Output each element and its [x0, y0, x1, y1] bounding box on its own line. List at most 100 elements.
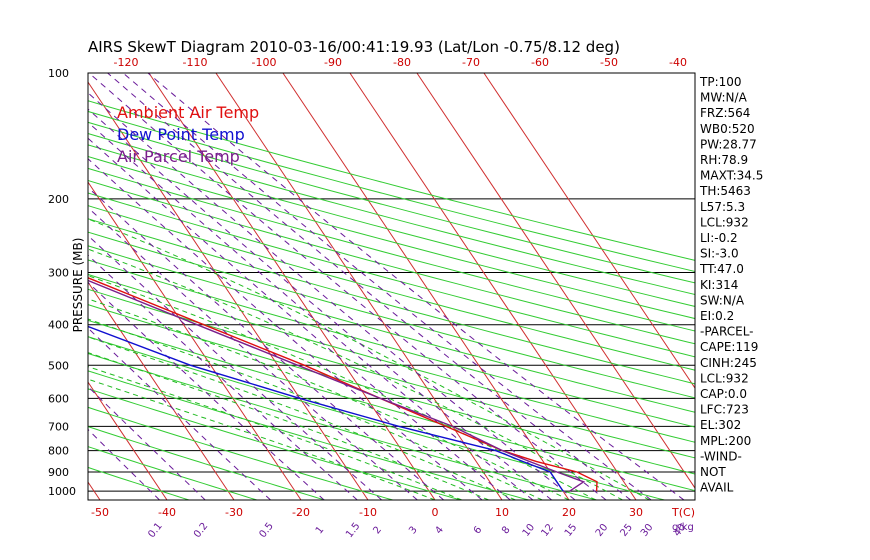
moist-adiabat: [88, 366, 462, 500]
dry-adiabat: [88, 466, 190, 500]
isotherm--20: [88, 181, 302, 500]
pressure-tick-700: 700: [48, 420, 69, 433]
moist-adiabat: [88, 298, 570, 500]
pressure-tick-800: 800: [48, 445, 69, 458]
isotherm-10: [215, 73, 503, 500]
dry-adiabat: [88, 304, 695, 475]
temperature-tick--10: -10: [359, 506, 377, 519]
dry-adiabat: [88, 218, 695, 385]
mixing-ratio-line: [122, 73, 652, 500]
pressure-tick-200: 200: [48, 193, 69, 206]
dry-adiabat: [88, 121, 695, 284]
isotherm-0: [148, 73, 436, 500]
sounding-profiles: [88, 277, 598, 492]
dry-adiabat: [88, 205, 695, 371]
top-temperature-tick--60: -60: [531, 56, 549, 69]
stat-item-1: TP:100: [699, 75, 742, 89]
stat-item-25: -WIND-: [700, 449, 742, 463]
stat-item-8: TH:5463: [699, 184, 751, 198]
pressure-tick-100: 100: [48, 67, 69, 80]
isotherm-50: [483, 73, 695, 389]
mixing-ratio-tick-0.5: 0.5: [257, 521, 275, 540]
chart-title: AIRS SkewT Diagram 2010-03-16/00:41:19.9…: [88, 38, 620, 56]
mixing-ratio-tick-0.1: 0.1: [146, 521, 164, 540]
stat-item-22: LFC:723: [700, 403, 749, 417]
series-ambient-air-temp: [88, 277, 598, 492]
mixing-ratio-line: [88, 206, 418, 500]
stat-item-19: CINH:245: [700, 356, 757, 370]
isotherm--30: [88, 281, 235, 500]
y-axis-title: PRESSURE (MB): [71, 238, 85, 333]
stat-item-24: MPL:200: [700, 434, 751, 448]
mixing-ratio-line: [88, 158, 483, 500]
dry-adiabat: [88, 319, 695, 492]
top-temperature-tick--110: -110: [183, 56, 208, 69]
stat-item-23: EL:302: [700, 418, 741, 432]
stat-item-17: -PARCEL-: [700, 325, 754, 339]
mixing-ratio-tick-0.2: 0.2: [192, 521, 210, 540]
plot-frame: [87, 72, 696, 501]
stat-item-6: RH:78.9: [700, 153, 748, 167]
dry-adiabat: [88, 132, 695, 296]
mixing-ratio-tick-6: 6: [472, 525, 485, 537]
top-temperature-tick--80: -80: [393, 56, 411, 69]
stat-item-11: LI:-0.2: [700, 231, 738, 245]
pressure-tick-300: 300: [48, 267, 69, 280]
stat-item-10: LCL:932: [700, 215, 749, 229]
temperature-tick--40: -40: [158, 506, 176, 519]
mixing-ratio-line: [88, 254, 358, 500]
mixing-ratio-unit: g/kg: [672, 522, 694, 533]
isotherm--40: [88, 381, 168, 500]
temperature-tick-20: 20: [562, 506, 576, 519]
temperature-tick-10: 10: [495, 506, 509, 519]
isotherm-20: [282, 73, 570, 500]
temperature-tick-0: 0: [432, 506, 439, 519]
stat-item-3: FRZ:564: [700, 106, 750, 120]
moist-adiabat: [88, 378, 436, 500]
pressure-tick-600: 600: [48, 392, 69, 405]
mixing-ratio-tick-1.5: 1.5: [344, 521, 362, 540]
stat-item-9: L57:5.3: [700, 200, 745, 214]
stat-item-14: KI:314: [700, 278, 738, 292]
stat-item-27: AVAIL: [700, 481, 734, 495]
dry-adiabat: [88, 192, 695, 358]
mixing-ratio-tick-3: 3: [407, 525, 420, 537]
moist-adiabat: [88, 275, 597, 500]
mixing-ratio-tick-4: 4: [433, 525, 446, 537]
top-temperature-tick--70: -70: [462, 56, 480, 69]
stat-item-5: PW:28.77: [700, 137, 757, 151]
temperature-tick--50: -50: [91, 506, 109, 519]
pressure-tick-1000: 1000: [48, 485, 76, 498]
mixing-ratio-line: [147, 73, 685, 500]
dry-adiabat: [88, 245, 695, 413]
pressure-tick-400: 400: [48, 319, 69, 332]
dry-adiabat: [88, 110, 695, 273]
mixing-ratio-tick-15: 15: [563, 522, 580, 539]
legend-entry-3: Air Parcel Temp: [117, 147, 240, 166]
dry-adiabat: [88, 426, 325, 500]
dry-adiabat: [88, 273, 695, 443]
top-temperature-tick--90: -90: [324, 56, 342, 69]
stat-item-20: LCL:932: [700, 371, 749, 385]
dry-adiabat: [88, 259, 695, 428]
pressure-tick-900: 900: [48, 466, 69, 479]
mixing-ratio-line: [107, 73, 632, 500]
isotherm--50: [88, 481, 101, 500]
dry-adiabat: [88, 336, 665, 500]
isotherm-30: [349, 73, 637, 500]
dry-adiabat: [88, 288, 695, 459]
stat-item-21: CAP:0.0: [700, 387, 747, 401]
moist-adiabat: [88, 218, 650, 500]
moist-adiabat: [88, 336, 516, 500]
series-air-parcel-temp: [88, 279, 586, 492]
temperature-tick-30: 30: [629, 506, 643, 519]
dry-adiabat: [88, 370, 529, 500]
temperature-tick--20: -20: [292, 506, 310, 519]
x-axis-unit: T(C): [671, 506, 695, 519]
mixing-ratio-line: [88, 281, 325, 500]
mixing-ratio-tick-1: 1: [314, 525, 327, 537]
chart-legend: Ambient Air Temp Dew Point Temp Air Parcel…: [117, 103, 259, 166]
isotherm-40: [416, 73, 695, 489]
